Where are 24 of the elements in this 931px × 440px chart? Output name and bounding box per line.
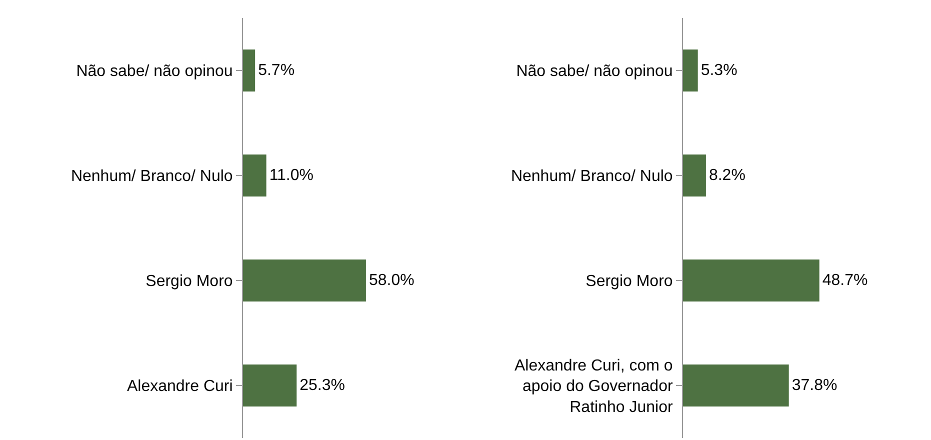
data-label: 48.7% bbox=[822, 272, 868, 289]
y-tick-label: Nenhum/ Branco/ Nulo bbox=[510, 168, 673, 186]
y-tick-label: Alexandre Curi, com o apoio do Governador Ratinho Junior bbox=[514, 357, 674, 416]
bar bbox=[243, 50, 256, 92]
y-tick-label: Nenhum/ Branco/ Nulo bbox=[70, 168, 233, 186]
y-tick-label: Alexandre Curi bbox=[126, 378, 233, 396]
data-label: 25.3% bbox=[300, 377, 346, 394]
data-label: 8.2% bbox=[708, 167, 746, 184]
data-label: 5.7% bbox=[258, 62, 295, 79]
y-tick-label: Não sabe/ não opinou bbox=[516, 63, 673, 80]
bar bbox=[243, 260, 366, 302]
data-label: 58.0% bbox=[368, 272, 414, 289]
data-label: 5.3% bbox=[700, 62, 738, 79]
bar bbox=[243, 154, 266, 196]
data-label: 11.0% bbox=[269, 167, 314, 184]
bar bbox=[683, 154, 706, 196]
bar bbox=[243, 364, 297, 406]
y-tick-label: Sergio Moro bbox=[146, 273, 233, 290]
bar bbox=[683, 364, 789, 406]
bar bbox=[683, 260, 820, 302]
y-tick-label: Sergio Moro bbox=[586, 273, 673, 290]
y-tick-label: Não sabe/ não opinou bbox=[76, 63, 233, 80]
bar bbox=[683, 50, 698, 92]
data-label: 37.8% bbox=[792, 377, 838, 394]
